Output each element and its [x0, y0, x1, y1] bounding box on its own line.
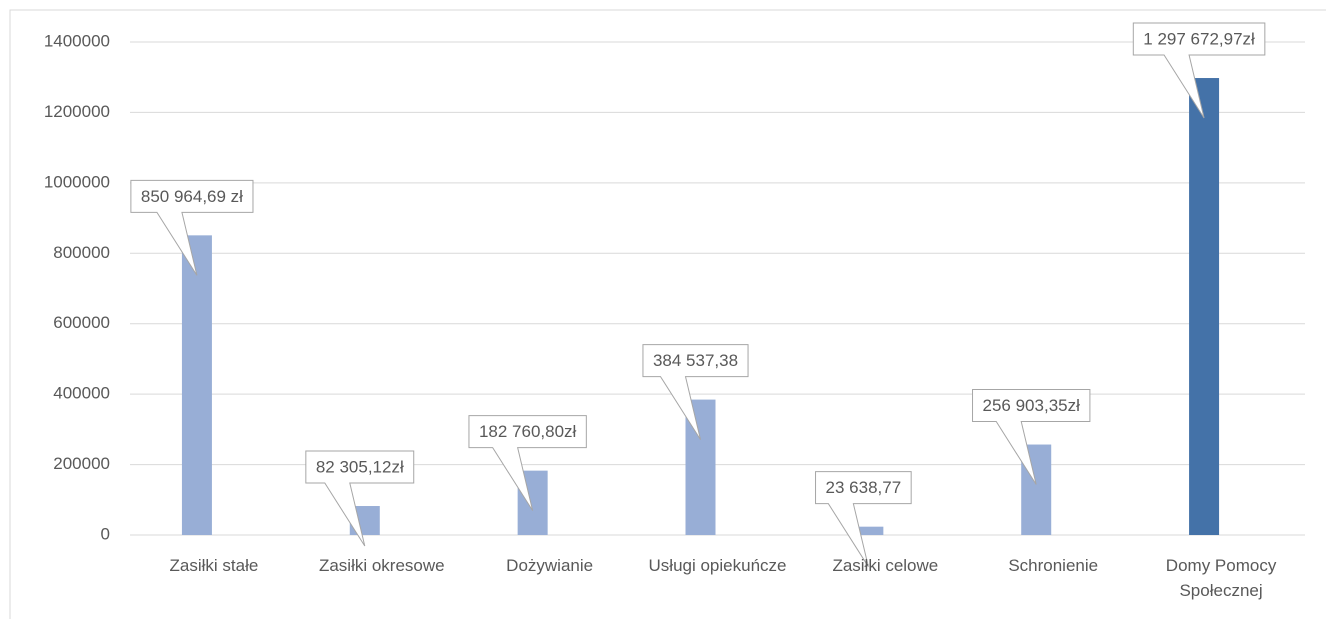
x-tick-label: Dożywianie	[506, 556, 594, 575]
x-tick-label: Zasiłki okresowe	[318, 556, 445, 575]
data-label-box	[305, 450, 415, 547]
data-label-box	[1132, 22, 1266, 119]
y-tick-label: 400000	[53, 384, 110, 403]
data-label-box	[972, 389, 1091, 485]
chart-border	[9, 9, 1326, 619]
data-label: 1 297 672,97zł	[1143, 30, 1255, 49]
y-tick-label: 1400000	[44, 31, 110, 50]
data-label-box	[468, 415, 587, 511]
x-tick-label: Zasiłki celowe	[832, 556, 939, 575]
y-tick-label: 1200000	[44, 102, 110, 121]
data-label: 23 638,77	[826, 478, 902, 497]
data-label-box	[815, 471, 912, 567]
y-tick-label: 200000	[53, 454, 110, 473]
bar	[181, 235, 212, 535]
x-tick-label: Schronienie	[1008, 556, 1099, 575]
x-tick-label: Usługi opiekuńcze	[648, 556, 787, 575]
data-label-box	[642, 344, 749, 440]
bar	[853, 526, 884, 535]
x-tick-label: Zasiłki stałe	[169, 556, 259, 575]
data-label: 82 305,12zł	[316, 458, 404, 477]
data-label: 182 760,80zł	[479, 422, 577, 441]
y-tick-label: 600000	[53, 313, 110, 332]
bar	[1189, 78, 1220, 536]
data-label: 384 537,38	[653, 351, 738, 370]
data-label: 850 964,69 zł	[141, 187, 243, 206]
y-tick-label: 1000000	[44, 172, 110, 191]
x-tick-label: Domy Pomocy Społecznej	[1165, 556, 1277, 600]
y-tick-label: 0	[101, 524, 110, 543]
data-label: 256 903,35zł	[983, 396, 1081, 415]
data-label-box	[130, 179, 254, 276]
y-tick-label: 800000	[53, 243, 110, 262]
